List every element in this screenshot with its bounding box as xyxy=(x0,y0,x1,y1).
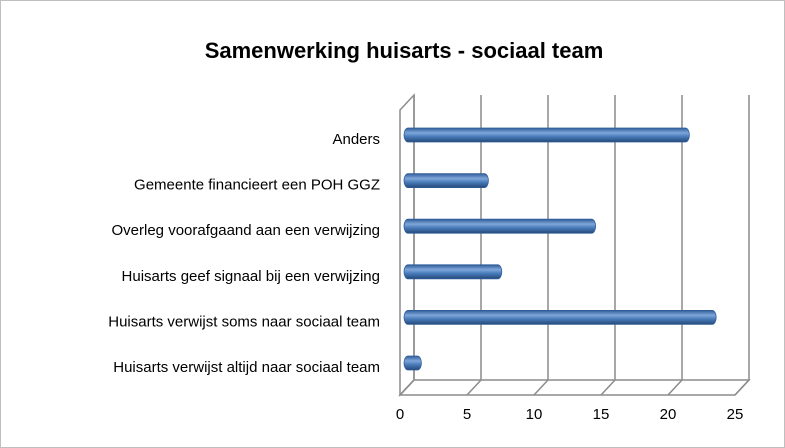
x-tick-label: 20 xyxy=(660,406,677,423)
x-tick-label: 10 xyxy=(526,406,543,423)
y-tick-label: Huisarts verwijst altijd naar sociaal te… xyxy=(113,359,380,376)
y-tick-label: Overleg voorafgaand aan een verwijzing xyxy=(112,222,381,239)
bar xyxy=(403,173,489,189)
y-tick-label: Huisarts geef signaal bij een verwijzing xyxy=(122,268,380,285)
grid-line xyxy=(667,95,683,396)
x-tick-label: 15 xyxy=(593,406,610,423)
bar xyxy=(403,309,717,325)
grid-line xyxy=(466,95,482,396)
x-tick-label: 5 xyxy=(463,406,471,423)
grid-line xyxy=(399,95,415,396)
grid-line xyxy=(600,95,616,396)
chart-title: Samenwerking huisarts - sociaal team xyxy=(205,38,604,63)
bar xyxy=(403,218,597,234)
grid-line xyxy=(533,95,549,396)
y-tick-label: Huisarts verwijst soms naar sociaal team xyxy=(108,313,380,330)
bar xyxy=(403,355,422,371)
y-tick-label: Anders xyxy=(332,131,380,148)
bar xyxy=(403,264,503,280)
x-tick-label: 25 xyxy=(727,406,744,423)
grid-line xyxy=(734,95,750,396)
y-tick-label: Gemeente financieert een POH GGZ xyxy=(134,177,380,194)
x-tick-label: 0 xyxy=(396,406,404,423)
bar xyxy=(403,127,690,143)
